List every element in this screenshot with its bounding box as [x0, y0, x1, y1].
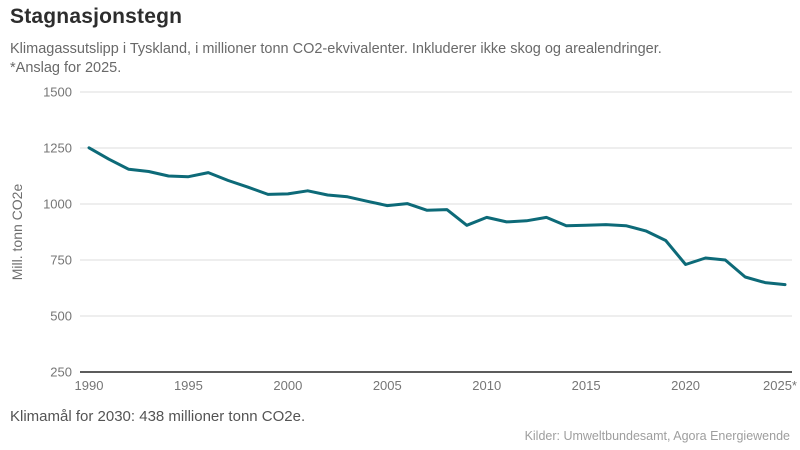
y-tick-label-250: 250	[50, 365, 72, 380]
x-tick-label-2015: 2015	[572, 378, 601, 393]
x-tick-label-2010: 2010	[472, 378, 501, 393]
chart-subtitle: Klimagassutslipp i Tyskland, i millioner…	[10, 40, 662, 78]
y-tick-label-1250: 1250	[43, 141, 72, 156]
y-tick-label-1500: 1500	[43, 85, 72, 100]
y-tick-label-500: 500	[50, 309, 72, 324]
chart-title: Stagnasjonstegn	[10, 5, 183, 28]
x-tick-label-1995: 1995	[174, 378, 203, 393]
chart-subtitle-line1: Klimagassutslipp i Tyskland, i millioner…	[10, 41, 662, 57]
x-tick-label-1990: 1990	[75, 378, 104, 393]
chart-subtitle-line2: *Anslag for 2025.	[10, 60, 122, 76]
climate-target-note: Klimamål for 2030: 438 millioner tonn CO…	[10, 408, 306, 425]
x-tick-label-2025: 2025*	[763, 378, 797, 393]
x-tick-label-2000: 2000	[273, 378, 302, 393]
emissions-line-chart: 250 500 750 1000 1250 1500 1990 1995 2000 2005 201…	[9, 85, 797, 394]
x-tick-label-2005: 2005	[373, 378, 402, 393]
y-tick-label-1000: 1000	[43, 197, 72, 212]
x-tick-label-2020: 2020	[671, 378, 700, 393]
emissions-line-series	[87, 146, 787, 287]
y-tick-label-750: 750	[50, 253, 72, 268]
y-axis-title: Mill. tonn CO2e	[9, 184, 25, 281]
source-credit: Kilder: Umweltbundesamt, Agora Energiewe…	[524, 429, 790, 443]
